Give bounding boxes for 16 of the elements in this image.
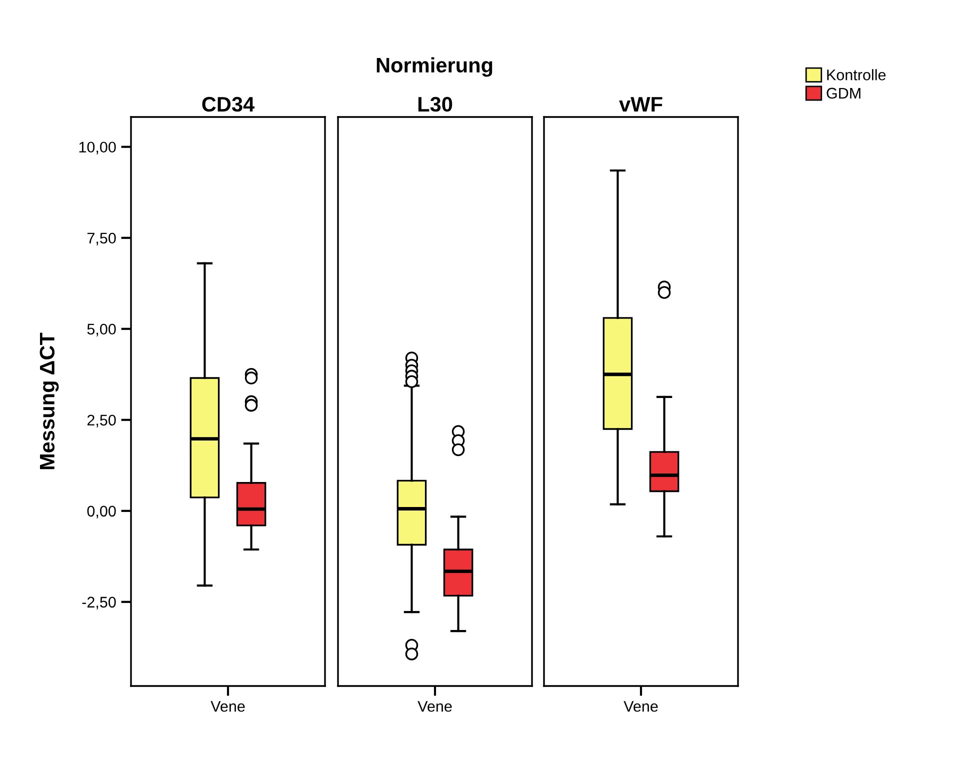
chart-title: L30 (418, 96, 452, 112)
text: Normierung (376, 57, 492, 77)
x-tick-label: Vene (624, 701, 658, 712)
x-tick-label: Vene (418, 701, 452, 712)
legend-label: GDM (826, 88, 860, 99)
x-tick-label: Vene (210, 701, 245, 712)
legend-label: Kontrolle (827, 69, 886, 80)
y-tick-label: 7,50 (87, 232, 116, 246)
y-tick-label: 0,00 (87, 506, 116, 518)
y-tick-label: -2,50 (82, 596, 116, 610)
chart-title: CD34 (202, 96, 255, 112)
y-tick-label: 5,00 (87, 324, 116, 336)
y-tick-label: 10,00 (79, 142, 116, 154)
y-axis-title: Messung ΔCT (40, 332, 59, 470)
chart-title: vWF (619, 97, 662, 112)
y-tick-label: 2,50 (87, 414, 116, 428)
